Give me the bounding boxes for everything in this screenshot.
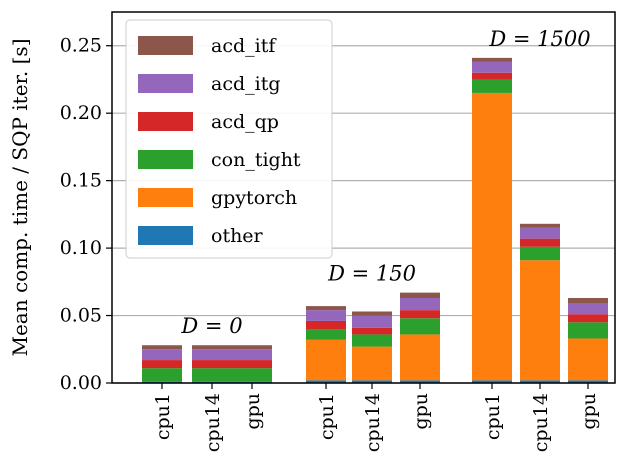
bar-segment-con-tight [400, 318, 440, 335]
bar-segment-acd-itf [472, 57, 512, 62]
bar-segment-acd-qp [232, 360, 272, 369]
group-label: D = 150 [327, 262, 416, 286]
y-tick-label: 0.20 [60, 102, 102, 124]
y-axis-label: Mean comp. time / SQP iter. [s] [8, 38, 32, 356]
y-axis: 0.00 0.05 0.10 0.15 0.20 0.25 [60, 35, 112, 394]
bar-segment-acd-qp [192, 360, 232, 369]
bar-segment-acd-itg [142, 349, 182, 361]
x-tick-label: cpu1 [152, 393, 174, 440]
bar-segment-acd-itf [192, 345, 232, 350]
legend-label: acd_qp [211, 111, 279, 133]
bar-segment-other [472, 380, 512, 383]
bar-segment-acd-itg [352, 315, 392, 328]
group-annotations: D = 0 D = 150 D = 1500 [180, 27, 590, 338]
legend-swatch [138, 36, 193, 55]
x-axis: cpu1 cpu14 gpu cpu1 cpu14 gpu cpu1 cpu14 gpu [152, 383, 600, 452]
bar-segment-acd-itg [192, 349, 232, 361]
bar-segment-acd-qp [306, 320, 346, 330]
bar-segment-acd-itf [142, 345, 182, 350]
bar-segment-acd-qp [142, 360, 182, 369]
x-tick-label: cpu14 [362, 393, 384, 452]
bar-segment-con-tight [520, 246, 560, 261]
group-label: D = 1500 [488, 27, 590, 51]
legend-swatch [138, 74, 193, 93]
bar-segment-gpytorch [352, 346, 392, 381]
bar-segment-acd-qp [520, 238, 560, 247]
group-label: D = 0 [180, 314, 242, 338]
bar-segment-acd-qp [568, 314, 608, 323]
x-tick-label: cpu14 [202, 393, 224, 452]
x-tick-label: gpu [410, 393, 432, 430]
bar-segment-acd-itg [232, 349, 272, 361]
x-tick-label: gpu [578, 393, 600, 430]
bar-segment-gpytorch [520, 260, 560, 381]
bar-segment-acd-itf [568, 298, 608, 304]
bar-segment-acd-itf [306, 306, 346, 311]
legend-label: acd_itf [211, 35, 277, 57]
bar-segment-gpytorch [568, 338, 608, 381]
bar-segment-other [520, 380, 560, 383]
bar-segment-con-tight [232, 368, 272, 382]
y-tick-label: 0.25 [60, 35, 102, 57]
bar-segment-acd-itg [306, 310, 346, 321]
bar-segment-con-tight [306, 329, 346, 340]
bar-segment-acd-qp [400, 310, 440, 319]
bar-segment-acd-itg [400, 298, 440, 311]
bar-segment-other [306, 380, 346, 383]
bar-segment-acd-itg [520, 227, 560, 239]
x-tick-label: cpu1 [482, 393, 504, 440]
legend-swatch [138, 226, 193, 245]
y-tick-label: 0.05 [60, 305, 102, 327]
bar-segment-gpytorch [400, 334, 440, 381]
legend: acd_itf acd_itg acd_qp con_tight gpytorch oth… [125, 19, 333, 259]
legend-label: gpytorch [211, 187, 297, 209]
bar-segment-gpytorch [472, 92, 512, 381]
bar-segment-con-tight [472, 79, 512, 93]
bar-segment-other [352, 380, 392, 383]
x-tick-label: cpu1 [316, 393, 338, 440]
x-tick-label: cpu14 [530, 393, 552, 452]
legend-label: con_tight [211, 149, 301, 171]
y-tick-label: 0.00 [60, 372, 102, 394]
legend-swatch [138, 150, 193, 169]
y-tick-label: 0.10 [60, 237, 102, 259]
bar-segment-gpytorch [306, 339, 346, 381]
bars [142, 57, 608, 383]
bar-segment-acd-itf [232, 345, 272, 350]
bar-segment-acd-itf [352, 311, 392, 316]
x-tick-label: gpu [242, 393, 264, 430]
y-tick-label: 0.15 [60, 170, 102, 192]
bar-segment-acd-qp [352, 327, 392, 335]
legend-swatch [138, 112, 193, 131]
bar-segment-con-tight [192, 368, 232, 382]
legend-label: other [211, 225, 264, 247]
bar-segment-acd-itg [472, 61, 512, 73]
bar-segment-acd-itf [520, 223, 560, 228]
bar-segment-con-tight [142, 368, 182, 382]
legend-label: acd_itg [211, 73, 281, 95]
bar-segment-other [568, 380, 608, 383]
legend-swatch [138, 188, 193, 207]
bar-segment-con-tight [568, 322, 608, 339]
bar-segment-con-tight [352, 334, 392, 347]
bar-segment-acd-qp [472, 72, 512, 80]
bar-segment-acd-itg [568, 303, 608, 315]
bar-segment-acd-itf [400, 292, 440, 299]
bar-segment-other [400, 380, 440, 383]
plot-frame [111, 11, 616, 384]
